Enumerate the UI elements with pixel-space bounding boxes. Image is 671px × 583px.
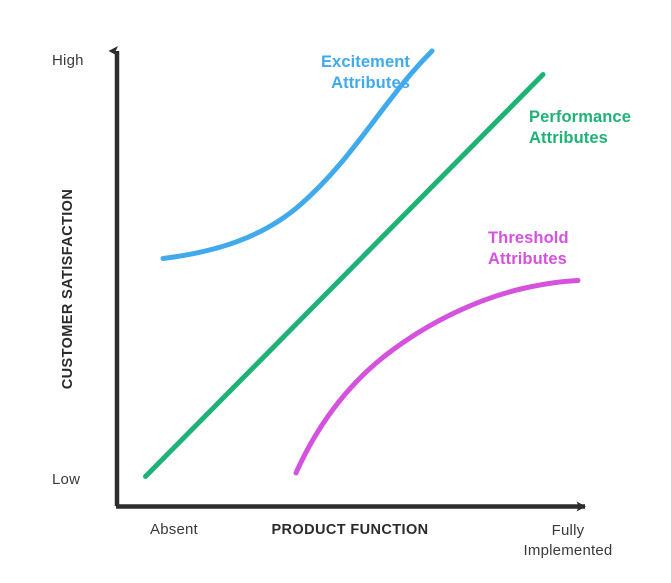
y-axis-tick-low: Low: [52, 471, 81, 488]
curve-performance-attributes: [143, 72, 546, 479]
annotation-performance-line1: Performance: [529, 108, 631, 126]
x-axis-tick-fully-line1: Fully: [551, 522, 585, 539]
annotation-threshold-line2: Attributes: [488, 250, 567, 268]
annotation-performance-line2: Attributes: [529, 129, 608, 147]
annotation-excitement-attributes: Excitement Attributes: [314, 52, 410, 94]
y-axis-title: CUSTOMER SATISFACTION: [60, 188, 76, 390]
x-axis-tick-fully-implemented: Fully Implemented: [507, 521, 629, 561]
x-axis-title: PRODUCT FUNCTION: [271, 522, 429, 538]
annotation-excitement-line1: Excitement: [320, 53, 410, 71]
annotation-excitement-line2: Attributes: [331, 74, 410, 92]
x-axis-tick-absent: Absent: [150, 521, 198, 538]
annotation-performance-attributes: Performance Attributes: [529, 107, 631, 149]
x-axis-tick-fully-line2: Implemented: [523, 542, 613, 559]
curve-threshold-attributes: [293, 278, 581, 476]
y-axis-tick-high: High: [52, 52, 84, 69]
curve-excitement-attributes: [160, 48, 435, 261]
annotation-threshold-attributes: Threshold Attributes: [488, 228, 569, 270]
annotation-threshold-line1: Threshold: [488, 229, 569, 247]
